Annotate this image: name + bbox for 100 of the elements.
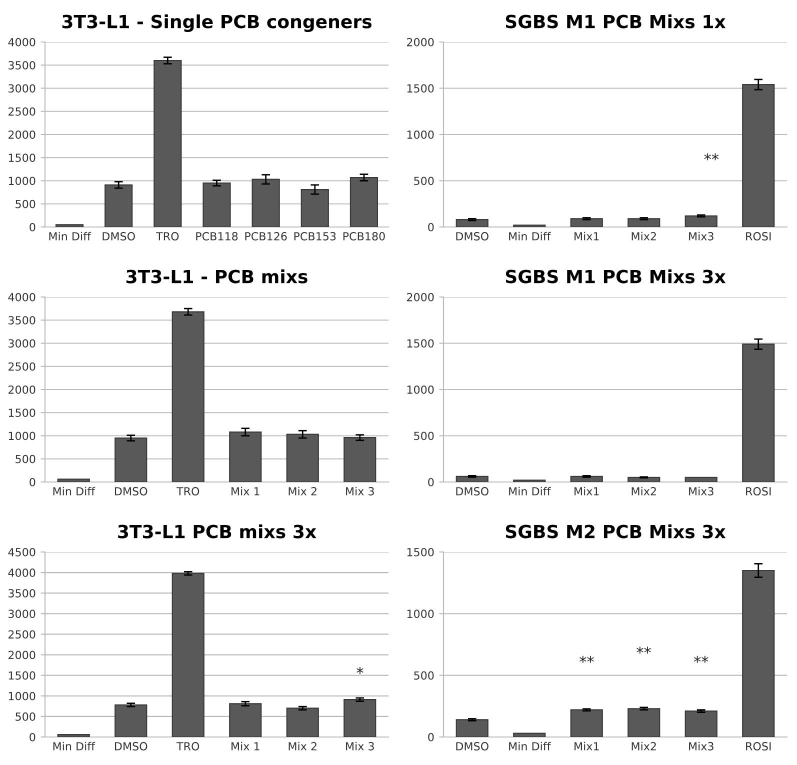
bar [570,476,603,482]
x-tick-label: ROSI [746,232,771,240]
y-tick-label: 1000 [8,432,36,440]
x-tick-label: TRO [156,232,179,240]
x-tick-label: DMSO [456,487,488,496]
annotation: ** [694,656,708,663]
y-tick-label: 500 [414,176,434,186]
x-tick-label: Mix 3 [346,486,374,496]
x-tick-label: PCB153 [294,232,336,240]
bar [684,710,718,737]
y-tick-label: 0 [30,222,36,232]
y-tick-label: 3500 [8,316,36,325]
x-tick-label: Min Diff [53,742,96,750]
bar [742,570,775,737]
y-tick-label: 1500 [8,671,36,680]
x-tick-label: DMSO [114,742,148,750]
annotation: ** [580,656,594,663]
bar [344,437,376,482]
bar [154,60,182,227]
x-tick-label: Mix3 [689,486,714,496]
y-tick-label: 1000 [8,176,36,186]
bar [229,431,262,482]
x-tick-label: Min Diff [53,486,96,496]
x-tick-label: Mix3 [689,742,714,750]
x-tick-label: Mix1 [574,232,599,240]
y-tick-label: 4000 [8,38,36,46]
y-tick-label: 3500 [8,589,36,598]
bar [104,184,133,227]
bar [684,476,718,482]
y-tick-label: 3500 [8,61,36,70]
y-tick-label: 2000 [407,38,434,46]
x-tick-label: Mix 3 [346,742,374,750]
y-tick-label: 0 [428,222,434,232]
y-tick-label: 1500 [407,84,434,93]
x-tick-label: Min Diff [49,232,92,240]
bar [229,703,262,737]
bar [286,708,319,737]
bar [57,478,90,482]
bar [300,188,329,227]
bar [456,476,488,482]
y-tick-label: 2000 [8,385,36,394]
chart-title: SGBS M1 PCB Mixs 1x [506,14,726,28]
y-tick-label: 500 [414,432,434,440]
bar [570,709,603,737]
y-tick-label: 500 [16,712,36,721]
y-tick-label: 2500 [8,362,36,371]
bar [344,699,376,737]
y-tick-label: 0 [30,478,36,486]
y-tick-label: 1000 [407,130,434,139]
x-tick-label: Mix 1 [232,742,260,750]
x-tick-label: Mix 2 [288,486,316,496]
bar [570,218,603,227]
y-tick-label: 2000 [407,292,434,302]
y-tick-label: 1500 [8,154,36,162]
bar [286,434,319,482]
x-tick-label: Mix2 [632,232,656,240]
annotation: ** [704,153,719,160]
x-tick-label: DMSO [114,487,148,496]
y-tick-label: 2500 [8,630,36,639]
y-tick-label: 4000 [8,568,36,577]
y-tick-label: 1000 [407,610,434,618]
x-tick-label: PCB126 [245,232,287,240]
y-tick-label: 3000 [8,339,36,348]
bar [114,438,148,482]
y-tick-label: 4000 [8,292,36,302]
y-tick-label: 500 [16,200,36,208]
y-tick-label: 500 [16,454,36,464]
x-tick-label: TRO [176,742,200,750]
x-tick-label: Mix1 [574,742,599,750]
chart-title: SGBS M2 PCB Mixs 3x [506,524,726,538]
bar [628,218,660,227]
bar [350,176,378,227]
x-tick-label: DMSO [456,742,488,750]
bar [252,178,280,227]
x-tick-label: DMSO [456,232,488,240]
x-tick-label: Mix2 [632,742,656,750]
bar [114,704,148,737]
x-tick-label: Mix1 [574,486,599,496]
bar [456,719,488,737]
y-tick-label: 4500 [8,548,36,556]
chart-title: SGBS M1 PCB Mixs 3x [506,269,726,284]
bar [742,84,775,227]
y-tick-label: 500 [414,671,434,680]
x-tick-label: Mix2 [632,486,656,496]
chart-title: 3T3-L1 - Single PCB congeners [62,14,372,32]
y-tick-label: 3000 [8,610,36,618]
x-tick-label: Mix 2 [288,742,316,750]
chart-title: 3T3-L1 - PCB mixs [126,269,308,284]
y-tick-label: 1500 [407,339,434,348]
y-tick-label: 0 [428,478,434,486]
annotation: ** [636,646,651,654]
y-tick-label: 0 [30,732,36,742]
chart-title: 3T3-L1 PCB mixs 3x [118,524,316,538]
x-tick-label: Min Diff [509,742,551,750]
x-tick-label: Min Diff [509,486,551,496]
x-tick-label: ROSI [746,742,771,750]
bar [742,344,775,482]
bar [57,734,90,737]
bar [172,311,204,482]
x-tick-label: ROSI [746,487,771,496]
